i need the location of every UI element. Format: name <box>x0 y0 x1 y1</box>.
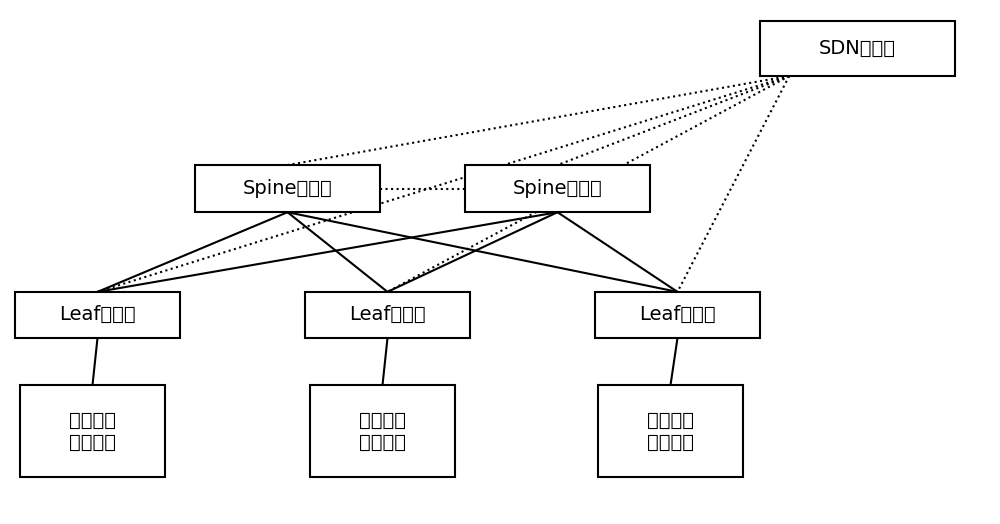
FancyBboxPatch shape <box>15 292 180 338</box>
Text: Leaf交换机: Leaf交换机 <box>349 305 426 324</box>
FancyBboxPatch shape <box>305 292 470 338</box>
FancyBboxPatch shape <box>20 385 165 477</box>
FancyBboxPatch shape <box>195 165 380 212</box>
FancyBboxPatch shape <box>760 21 955 76</box>
Text: 云平台的
计算节点: 云平台的 计算节点 <box>647 410 694 452</box>
Text: Leaf交换机: Leaf交换机 <box>59 305 136 324</box>
FancyBboxPatch shape <box>595 292 760 338</box>
FancyBboxPatch shape <box>598 385 743 477</box>
Text: 云平台的
控制节点: 云平台的 控制节点 <box>69 410 116 452</box>
Text: Spine交换机: Spine交换机 <box>513 179 602 198</box>
Text: 云平台的
计算节点: 云平台的 计算节点 <box>359 410 406 452</box>
FancyBboxPatch shape <box>310 385 455 477</box>
Text: SDN控制器: SDN控制器 <box>819 39 896 58</box>
FancyBboxPatch shape <box>465 165 650 212</box>
Text: Leaf交换机: Leaf交换机 <box>639 305 716 324</box>
Text: Spine交换机: Spine交换机 <box>243 179 332 198</box>
